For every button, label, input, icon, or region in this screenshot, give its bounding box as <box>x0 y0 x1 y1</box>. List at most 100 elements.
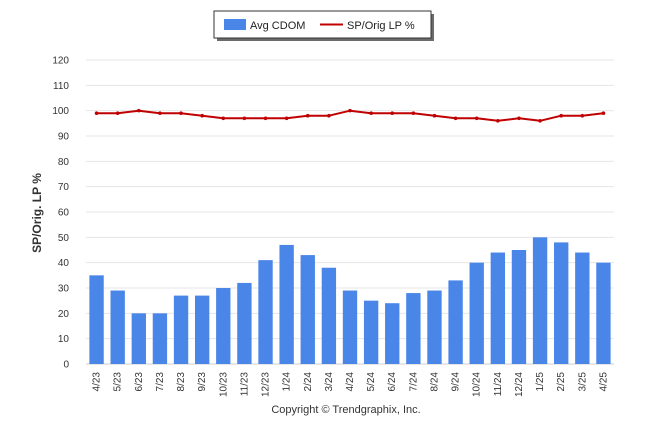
line-point <box>158 111 162 115</box>
y-tick-label: 80 <box>58 157 70 168</box>
line-point <box>369 111 373 115</box>
x-tick-label: 4/24 <box>345 372 356 392</box>
line-point <box>284 116 289 121</box>
bar <box>469 262 484 364</box>
bar <box>427 290 442 364</box>
line-point <box>221 116 226 121</box>
copyright-text: Copyright © Trendgraphix, Inc. <box>271 404 420 416</box>
x-tick-label: 9/24 <box>451 372 462 392</box>
bar <box>532 237 548 364</box>
x-tick-labels: 4/23 5/23 6/23 7/23 8/23 9/23 10/23 11/23 12/23 1… <box>92 372 610 397</box>
legend: Avg CDOM SP/Orig LP % <box>213 10 434 41</box>
bar <box>511 250 527 364</box>
x-tick-label: 12/24 <box>514 372 525 397</box>
line-point <box>580 113 585 118</box>
line-point <box>538 119 542 123</box>
bar <box>575 252 590 364</box>
line-point <box>348 108 352 113</box>
bar <box>216 288 231 364</box>
line-point <box>179 111 183 115</box>
legend-line-label: SP/Orig LP % <box>347 20 415 32</box>
bar <box>596 262 611 364</box>
line-point <box>137 108 141 113</box>
x-tick-label: 1/25 <box>535 372 546 392</box>
x-tick-label: 12/23 <box>261 372 272 397</box>
x-tick-label: 8/23 <box>176 372 187 392</box>
bar <box>237 282 252 364</box>
bar <box>321 267 337 364</box>
y-tick-label: 50 <box>58 233 70 244</box>
x-tick-label: 3/25 <box>577 372 588 392</box>
x-tick-label: 6/23 <box>134 372 145 392</box>
line-point <box>390 111 395 115</box>
y-axis-title: SP/Orig. LP % <box>30 173 44 253</box>
line-point <box>94 111 99 115</box>
x-tick-label: 8/24 <box>429 372 440 392</box>
line-point <box>559 113 563 118</box>
y-tick-label: 30 <box>58 284 70 295</box>
y-tick-label: 60 <box>58 208 70 219</box>
bar <box>110 290 125 364</box>
line-point <box>327 113 331 118</box>
line-point <box>115 111 120 115</box>
y-tick-label: 10 <box>58 334 70 345</box>
x-tick-label: 7/24 <box>408 372 419 392</box>
x-tick-label: 10/24 <box>472 372 483 397</box>
x-tick-label: 1/24 <box>282 372 293 392</box>
x-tick-label: 4/25 <box>598 372 609 392</box>
y-tick-label: 0 <box>63 360 69 371</box>
bar <box>131 313 146 364</box>
line-point <box>242 116 247 121</box>
line-point <box>474 116 479 121</box>
x-tick-label: 11/23 <box>239 372 250 397</box>
y-tick-label: 110 <box>53 81 69 92</box>
x-tick-label: 4/23 <box>92 372 103 392</box>
bar <box>363 300 379 364</box>
line-point <box>411 111 416 115</box>
bar <box>152 313 168 364</box>
legend-bar-label: Avg CDOM <box>250 20 305 32</box>
bar <box>89 275 104 364</box>
x-tick-label: 11/24 <box>493 372 504 397</box>
bar <box>406 293 421 364</box>
bar <box>385 303 400 364</box>
y-tick-label: 100 <box>52 106 69 117</box>
line-point <box>305 113 310 118</box>
line-point <box>453 116 458 121</box>
line-point <box>496 119 500 123</box>
bar <box>173 295 189 364</box>
y-tick-label: 120 <box>52 56 69 67</box>
x-tick-label: 2/25 <box>556 372 567 392</box>
bar <box>300 255 315 364</box>
x-tick-label: 9/23 <box>197 372 208 392</box>
x-tick-label: 5/24 <box>366 372 377 392</box>
line-point <box>263 116 268 121</box>
x-tick-label: 10/23 <box>218 372 229 397</box>
bar <box>554 242 569 364</box>
bar-series-avg-cdom <box>89 237 611 364</box>
bar <box>342 290 358 364</box>
x-tick-label: 7/23 <box>155 372 166 392</box>
line-point <box>200 113 204 118</box>
y-tick-label: 70 <box>58 182 70 193</box>
x-tick-label: 3/24 <box>324 372 335 392</box>
bar <box>490 252 506 364</box>
x-tick-label: 5/23 <box>113 372 124 392</box>
x-tick-label: 6/24 <box>387 372 398 392</box>
bar <box>258 260 273 364</box>
y-tick-label: 20 <box>58 309 70 320</box>
line-point <box>517 116 521 121</box>
bar <box>448 280 463 364</box>
line-point <box>432 113 437 118</box>
line-point <box>601 111 606 115</box>
y-tick-labels: 0 10 20 30 40 50 60 70 80 90 100 110 120 <box>52 56 69 371</box>
y-tick-label: 40 <box>58 258 70 269</box>
bar <box>194 295 210 364</box>
bar <box>279 244 294 364</box>
y-tick-label: 90 <box>58 132 70 143</box>
legend-bar-swatch <box>224 19 246 30</box>
line-series-sp-orig-lp <box>94 108 606 123</box>
x-tick-label: 2/24 <box>303 372 314 392</box>
